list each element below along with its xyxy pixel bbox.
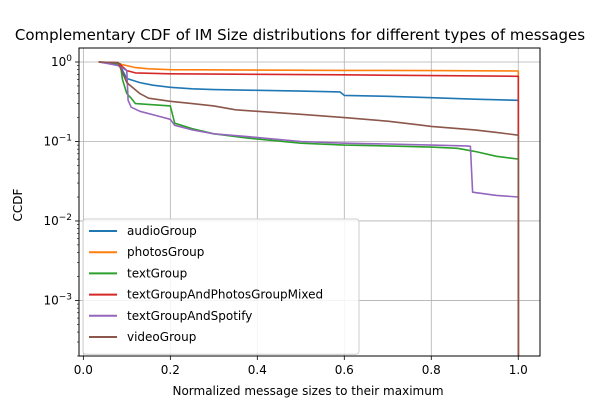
y-tick-exponent: −3 xyxy=(59,292,72,302)
x-tick-label: 0.4 xyxy=(248,363,267,377)
x-tick-label: 0.0 xyxy=(74,363,93,377)
y-tick-exponent: −1 xyxy=(59,133,72,143)
series-line-videoGroup xyxy=(98,61,520,356)
series-layer xyxy=(98,61,520,356)
legend-label: audioGroup xyxy=(127,224,197,238)
y-tick-base: 10 xyxy=(51,55,66,69)
x-tick-label: 0.6 xyxy=(335,363,354,377)
y-tick-label: 10−2 xyxy=(43,213,72,228)
legend-label: photosGroup xyxy=(127,245,204,259)
plot-frame xyxy=(78,47,541,357)
legend-box xyxy=(82,218,360,355)
x-axis-label: Normalized message sizes to their maximu… xyxy=(172,384,443,398)
legend-label: videoGroup xyxy=(127,330,196,344)
x-tick-label: 1.0 xyxy=(509,363,528,377)
x-axis: 0.0 0.2 0.4 0.6 0.8 1.0 xyxy=(74,356,528,377)
y-axis-label: CCDF xyxy=(11,188,25,221)
series-line-textGroupAndPhotosGroupMixed xyxy=(98,61,520,356)
series-line-photosGroup xyxy=(98,61,520,356)
x-tick-label: 0.8 xyxy=(422,363,441,377)
y-tick-exponent: −2 xyxy=(59,213,72,223)
legend-label: textGroupAndPhotosGroupMixed xyxy=(127,288,323,302)
chart-title: Complementary CDF of IM Size distributio… xyxy=(15,26,585,44)
y-tick-label: 100 xyxy=(51,54,72,69)
legend-label: textGroup xyxy=(127,266,187,280)
series-line-textGroupAndSpotify xyxy=(98,61,520,356)
legend-label: textGroupAndSpotify xyxy=(127,309,252,323)
series-line-audioGroup xyxy=(98,61,520,356)
y-tick-base: 10 xyxy=(43,134,58,148)
y-tick-label: 10−3 xyxy=(43,292,72,307)
x-tick-label: 0.2 xyxy=(161,363,180,377)
y-tick-exponent: 0 xyxy=(66,54,72,64)
y-tick-base: 10 xyxy=(43,293,58,307)
y-tick-label: 10−1 xyxy=(43,133,72,148)
legend: audioGroup photosGroup textGroup textGroupA… xyxy=(82,218,360,355)
y-tick-base: 10 xyxy=(43,214,58,228)
